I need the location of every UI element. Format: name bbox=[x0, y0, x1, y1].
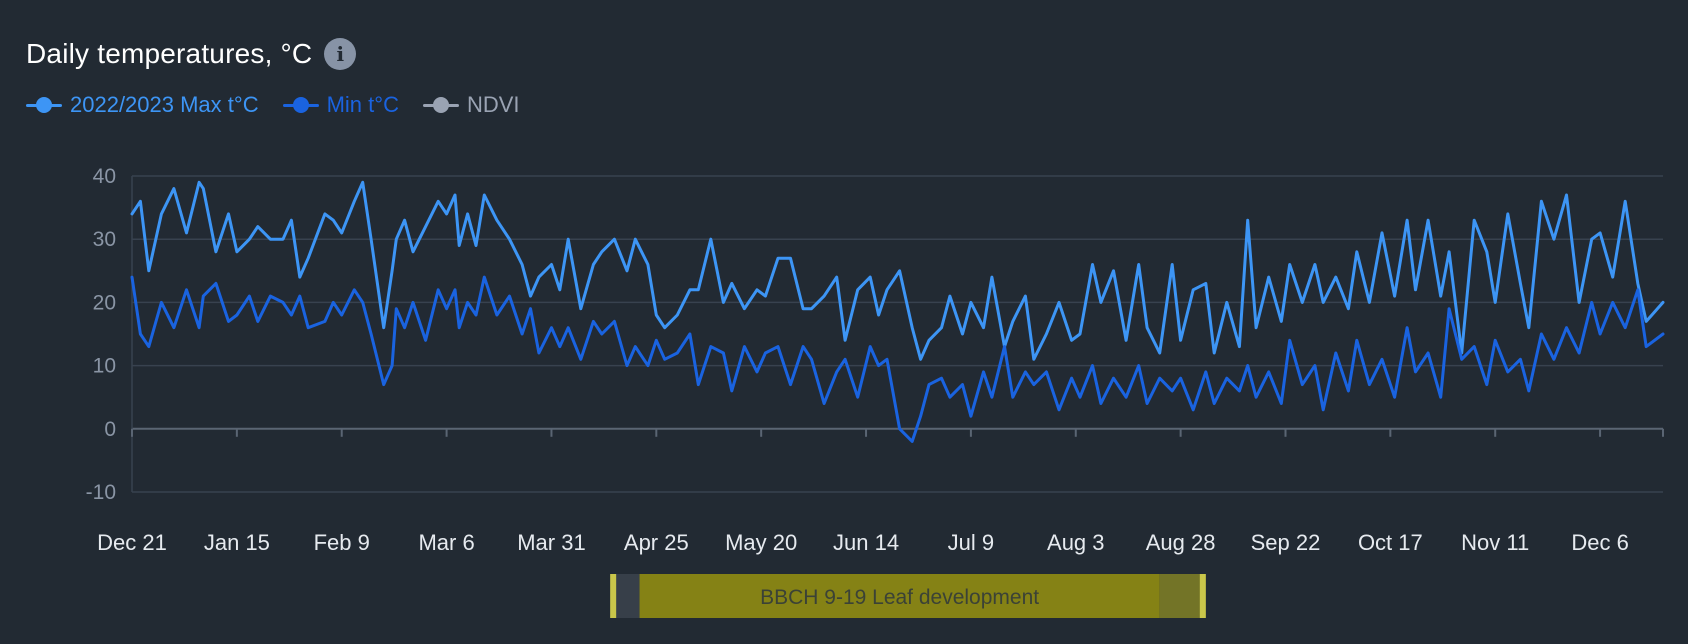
legend-label: NDVI bbox=[466, 92, 520, 117]
x-tick-label: Mar 6 bbox=[418, 530, 474, 555]
y-tick-label: 30 bbox=[93, 228, 116, 251]
chart-header: Daily temperatures, °C i bbox=[26, 38, 357, 70]
x-tick-label: Dec 6 bbox=[1571, 530, 1628, 555]
x-tick-label: Sep 22 bbox=[1251, 530, 1321, 555]
x-tick-label: Feb 9 bbox=[314, 530, 370, 555]
legend-marker-icon bbox=[26, 95, 62, 115]
x-tick-label: Mar 31 bbox=[517, 530, 585, 555]
stage-band-edge-left bbox=[610, 574, 617, 618]
stage-band-tail bbox=[1159, 574, 1206, 618]
x-tick-label: Nov 11 bbox=[1461, 530, 1529, 555]
legend-item[interactable]: 2022/2023 Max t°C bbox=[26, 92, 259, 118]
chart-legend: 2022/2023 Max t°C Min t°C NDVI bbox=[26, 92, 520, 118]
chart-title: Daily temperatures, °C bbox=[26, 38, 313, 69]
series-line-max bbox=[130, 180, 1665, 361]
stage-band-edge-right bbox=[1199, 574, 1206, 618]
legend-item[interactable]: Min t°C bbox=[282, 92, 399, 118]
x-tick-label: Jan 15 bbox=[204, 530, 270, 555]
x-tick-label: Oct 17 bbox=[1358, 530, 1423, 555]
y-tick-label: 40 bbox=[93, 165, 116, 188]
legend-marker-icon bbox=[422, 95, 459, 115]
info-icon[interactable]: i bbox=[324, 38, 357, 70]
x-tick-label: May 20 bbox=[725, 530, 797, 555]
legend-marker-icon bbox=[282, 95, 319, 115]
legend-label: 2022/2023 Max t°C bbox=[70, 92, 259, 117]
y-tick-label: 20 bbox=[93, 291, 116, 314]
x-tick-label: Aug 28 bbox=[1146, 530, 1216, 555]
stage-band bbox=[639, 574, 1160, 618]
stage-band-label: BBCH 9-19 Leaf development bbox=[760, 586, 1039, 609]
y-tick-label: 0 bbox=[104, 418, 116, 441]
y-tick-label: 10 bbox=[93, 355, 116, 378]
legend-item[interactable]: NDVI bbox=[422, 92, 520, 118]
x-tick-label: Jul 9 bbox=[948, 530, 994, 555]
x-tick-label: Jun 14 bbox=[833, 530, 899, 555]
x-tick-label: Aug 3 bbox=[1047, 530, 1105, 555]
legend-label: Min t°C bbox=[326, 92, 399, 117]
series-line-min bbox=[130, 275, 1665, 443]
x-tick-label: Apr 25 bbox=[624, 530, 689, 555]
x-tick-label: Dec 21 bbox=[97, 530, 167, 555]
y-tick-label: -10 bbox=[86, 481, 116, 504]
